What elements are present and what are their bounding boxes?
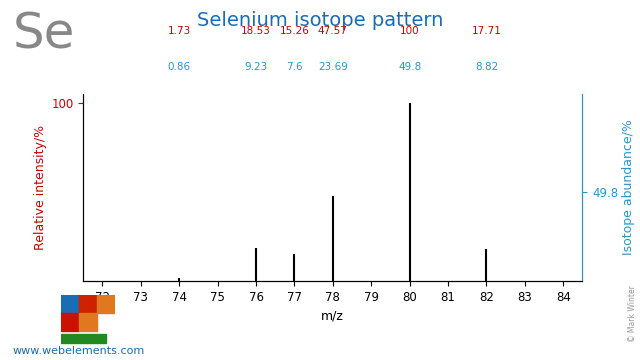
Text: 47.57: 47.57: [318, 26, 348, 36]
Text: 7.6: 7.6: [286, 62, 303, 72]
Y-axis label: Isotope abundance/%: Isotope abundance/%: [623, 119, 636, 255]
Bar: [61, 313, 79, 331]
Text: 15.26: 15.26: [280, 26, 309, 36]
X-axis label: m/z: m/z: [321, 309, 344, 322]
Text: 1.73: 1.73: [168, 26, 191, 36]
Text: 49.8: 49.8: [398, 62, 421, 72]
Y-axis label: Relative intensity/%: Relative intensity/%: [34, 125, 47, 250]
Text: 8.82: 8.82: [475, 62, 498, 72]
Bar: [79, 313, 97, 331]
Bar: [61, 295, 79, 313]
Text: 0.86: 0.86: [168, 62, 191, 72]
Bar: [97, 295, 115, 313]
Text: © Mark Winter: © Mark Winter: [628, 285, 637, 342]
Bar: [79, 295, 97, 313]
Text: 9.23: 9.23: [244, 62, 268, 72]
Text: 17.71: 17.71: [472, 26, 501, 36]
Text: Se: Se: [13, 11, 75, 59]
Text: 100: 100: [400, 26, 419, 36]
Text: www.webelements.com: www.webelements.com: [13, 346, 145, 356]
Text: 18.53: 18.53: [241, 26, 271, 36]
Text: 23.69: 23.69: [318, 62, 348, 72]
Text: Selenium isotope pattern: Selenium isotope pattern: [197, 11, 443, 30]
Bar: [61, 334, 106, 343]
